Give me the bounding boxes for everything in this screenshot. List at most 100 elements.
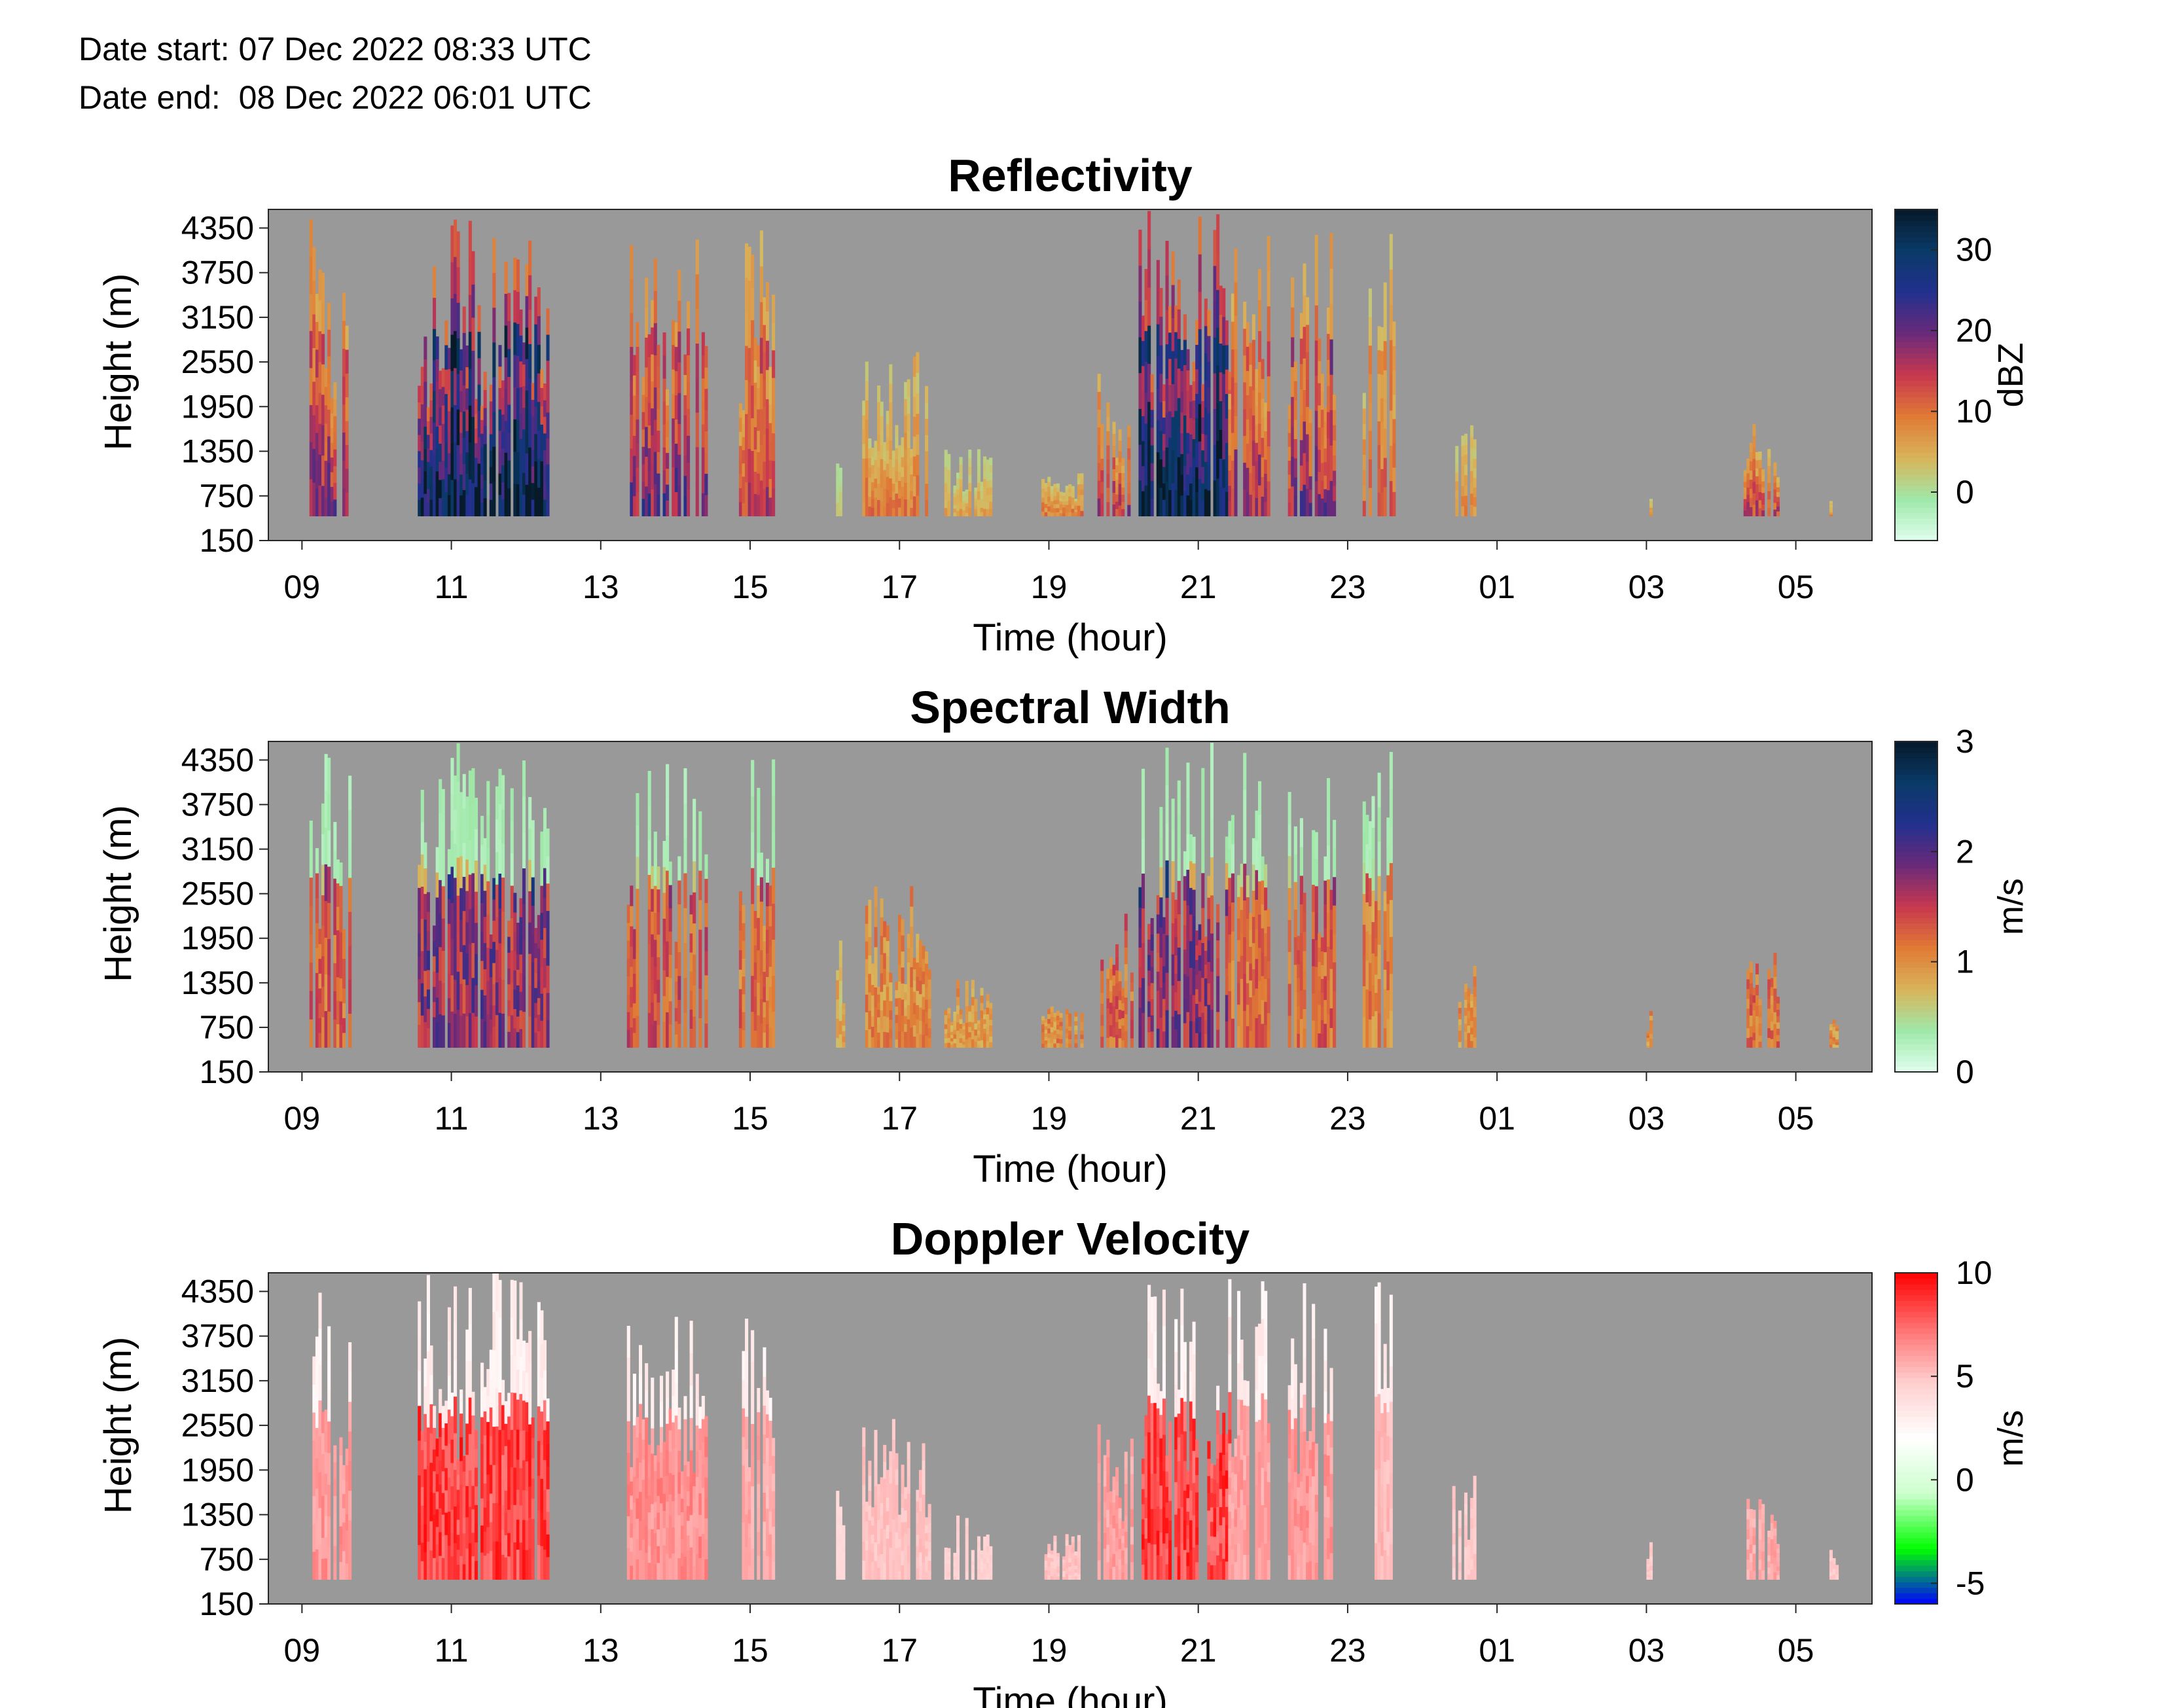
echo-cell bbox=[687, 1520, 691, 1536]
echo-cell bbox=[1255, 810, 1259, 841]
echo-cell bbox=[986, 1540, 990, 1546]
echo-cell bbox=[1749, 1037, 1753, 1048]
echo-cell bbox=[1056, 1038, 1060, 1044]
echo-cell bbox=[871, 1037, 874, 1048]
echo-cell bbox=[537, 1440, 541, 1476]
echo-cell bbox=[534, 1003, 538, 1018]
echo-cell bbox=[1065, 493, 1069, 498]
echo-cell bbox=[1062, 495, 1066, 499]
echo-cell bbox=[962, 1035, 966, 1039]
echo-cell bbox=[1776, 997, 1780, 1004]
echo-cell bbox=[1041, 1031, 1045, 1037]
echo-cell bbox=[1174, 1514, 1178, 1548]
echo-cell bbox=[1198, 217, 1202, 255]
echo-cell bbox=[426, 475, 430, 489]
colorbar-segment bbox=[1895, 220, 1937, 226]
echo-cell bbox=[1050, 1032, 1054, 1038]
echo-cell bbox=[977, 1041, 981, 1044]
echo-cell bbox=[459, 855, 463, 889]
echo-cell bbox=[1201, 838, 1205, 874]
echo-cell bbox=[1053, 508, 1057, 512]
echo-cell bbox=[925, 1571, 929, 1580]
echo-cell bbox=[1231, 377, 1234, 406]
echo-cell bbox=[641, 1559, 645, 1580]
echo-cell bbox=[747, 280, 751, 315]
echo-cell bbox=[1329, 374, 1333, 410]
echo-cell bbox=[315, 404, 319, 433]
echo-cell bbox=[971, 1561, 975, 1565]
colorbar-segment bbox=[1895, 1044, 1937, 1050]
colorbar-segment bbox=[1895, 758, 1937, 764]
echo-cell bbox=[944, 457, 948, 467]
echo-cell bbox=[630, 1481, 634, 1496]
echo-cell bbox=[1365, 873, 1369, 902]
echo-cell bbox=[1168, 463, 1172, 490]
echo-cell bbox=[912, 1025, 916, 1037]
echo-cell bbox=[1243, 827, 1247, 864]
echo-cell bbox=[666, 436, 670, 454]
echo-cell bbox=[420, 918, 424, 952]
colorbar-segment bbox=[1895, 264, 1937, 271]
echo-cell bbox=[525, 1372, 529, 1402]
echo-cell bbox=[513, 1008, 517, 1029]
echo-cell bbox=[426, 502, 430, 516]
echo-cell bbox=[1473, 506, 1477, 516]
echo-cell bbox=[765, 399, 770, 429]
echo-cell bbox=[528, 1393, 532, 1425]
echo-cell bbox=[423, 336, 427, 360]
echo-cell bbox=[886, 1470, 890, 1484]
echo-cell bbox=[1386, 932, 1390, 962]
echo-cell bbox=[418, 956, 422, 980]
echo-cell bbox=[757, 473, 761, 495]
echo-cell bbox=[531, 848, 535, 878]
echo-cell bbox=[1159, 1461, 1163, 1486]
echo-cell bbox=[525, 1550, 529, 1580]
echo-cell bbox=[1059, 495, 1063, 499]
echo-cell bbox=[742, 410, 746, 424]
echo-cell bbox=[971, 1554, 975, 1558]
echo-cell bbox=[1473, 976, 1477, 987]
echo-cell bbox=[1198, 329, 1202, 367]
echo-cell bbox=[842, 1031, 846, 1037]
echo-cell bbox=[1162, 483, 1166, 500]
echo-cell bbox=[426, 421, 430, 435]
echo-cell bbox=[426, 1275, 430, 1313]
echo-cell bbox=[747, 1523, 751, 1538]
echo-cell bbox=[674, 1448, 678, 1482]
echo-cell bbox=[1228, 372, 1232, 391]
echo-cell bbox=[489, 1407, 493, 1436]
echo-cell bbox=[1464, 464, 1468, 476]
echo-cell bbox=[751, 1361, 755, 1393]
echo-cell bbox=[435, 359, 439, 382]
echo-cell bbox=[1056, 503, 1060, 508]
echo-cell bbox=[433, 1406, 437, 1429]
echo-cell bbox=[324, 827, 328, 864]
echo-cell bbox=[742, 1351, 746, 1380]
echo-cell bbox=[504, 1535, 508, 1557]
echo-cell bbox=[1371, 953, 1375, 986]
echo-cell bbox=[1251, 314, 1255, 340]
echo-cell bbox=[838, 953, 842, 968]
echo-cell bbox=[495, 1503, 499, 1542]
echo-cell bbox=[537, 1371, 541, 1407]
echo-cell bbox=[977, 465, 981, 475]
echo-cell bbox=[768, 1397, 772, 1421]
echo-cell bbox=[1053, 499, 1057, 505]
echo-cell bbox=[925, 1548, 929, 1557]
echo-cell bbox=[534, 972, 538, 988]
echo-cell bbox=[632, 973, 636, 989]
echo-cell bbox=[971, 1557, 975, 1561]
echo-cell bbox=[1228, 1019, 1232, 1048]
echo-cell bbox=[965, 499, 969, 503]
echo-cell bbox=[1458, 1019, 1462, 1025]
echo-cell bbox=[765, 340, 770, 370]
echo-cell bbox=[1743, 476, 1747, 482]
echo-cell bbox=[1333, 470, 1337, 486]
echo-cell bbox=[759, 230, 763, 267]
echo-cell bbox=[327, 1453, 331, 1485]
echo-cell bbox=[947, 508, 951, 516]
echo-cell bbox=[1368, 431, 1372, 460]
echo-cell bbox=[891, 1439, 895, 1460]
echo-cell bbox=[1189, 940, 1193, 968]
echo-cell bbox=[704, 1023, 708, 1048]
